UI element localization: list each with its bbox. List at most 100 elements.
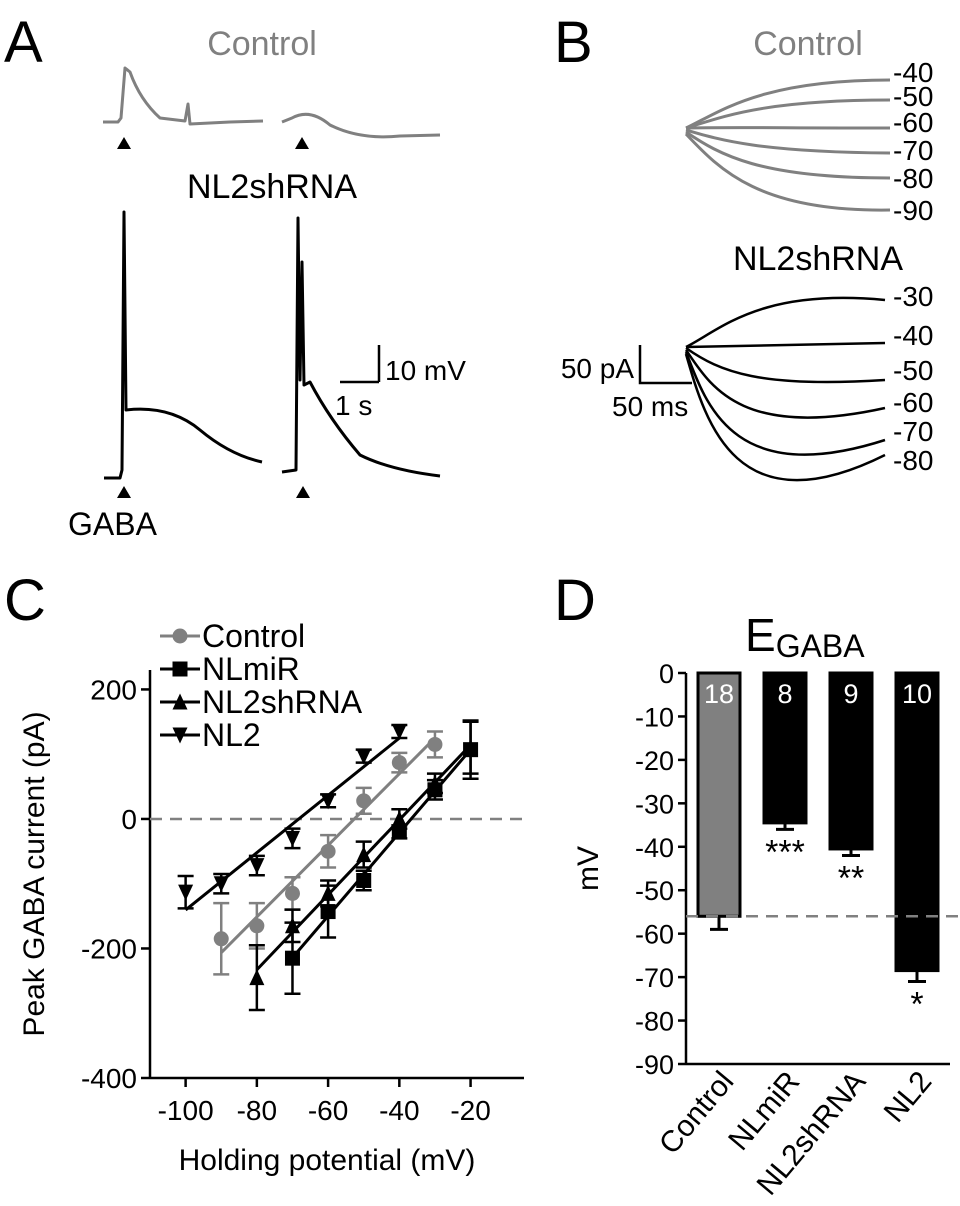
marker	[284, 950, 300, 966]
level-label: -90	[893, 195, 933, 226]
stimulus-label: GABA	[68, 506, 158, 542]
error-bar	[710, 916, 728, 931]
y-tick-label: -10	[635, 702, 674, 732]
trace	[281, 216, 441, 478]
bar	[696, 671, 742, 918]
x-tick-label: NL2	[878, 1065, 939, 1128]
marker	[213, 931, 229, 947]
y-axis-label: mV	[572, 846, 605, 891]
y-axis-label: Peak GABA current (pA)	[18, 711, 51, 1036]
level-label: -60	[893, 387, 933, 418]
n-label: 9	[843, 679, 858, 709]
trace-label: Control	[753, 25, 863, 63]
marker	[284, 917, 300, 934]
scale-bar	[638, 345, 692, 385]
level-label: -40	[893, 57, 933, 88]
trace	[684, 353, 886, 482]
marker	[249, 918, 265, 934]
legend-marker	[172, 661, 188, 677]
marker	[284, 885, 300, 901]
trace	[281, 112, 441, 139]
trace-label: Control	[207, 25, 317, 63]
scale-label: 50 ms	[612, 391, 688, 422]
marker	[284, 830, 300, 847]
y-tick-label: -80	[635, 1007, 674, 1037]
stimulus-marker	[296, 486, 310, 498]
trace	[685, 130, 891, 180]
x-tick-label: -60	[308, 1095, 348, 1126]
level-label: -30	[893, 281, 933, 312]
x-axis-label: Holding potential (mV)	[179, 1144, 476, 1177]
bar	[828, 671, 874, 851]
x-tick-label: -20	[450, 1095, 490, 1126]
trace	[685, 78, 891, 130]
marker	[320, 793, 336, 810]
legend-label: NL2	[202, 717, 261, 753]
trace-group	[684, 78, 891, 212]
legend-label: NL2shRNA	[202, 684, 363, 720]
level-label: -40	[893, 320, 933, 351]
trace	[684, 351, 886, 456]
level-label: -50	[893, 81, 933, 112]
panel-letter: A	[4, 10, 43, 75]
x-tick-label: -80	[237, 1095, 277, 1126]
marker	[427, 736, 443, 752]
x-tick-label: -40	[379, 1095, 419, 1126]
significance-label: **	[838, 859, 864, 897]
level-label: -80	[893, 445, 933, 476]
y-tick-label: -40	[635, 833, 674, 863]
title-subscript: GABA	[776, 628, 866, 664]
y-tick-label: -20	[635, 746, 674, 776]
marker	[249, 858, 265, 875]
trace	[685, 98, 891, 130]
chart-title: EGABA	[745, 609, 865, 664]
level-label: -50	[893, 355, 933, 386]
trace	[684, 349, 886, 419]
scale-bar	[340, 345, 381, 384]
panel-letter: B	[554, 10, 593, 75]
y-tick-label: 0	[121, 804, 137, 835]
trace-group	[684, 296, 886, 482]
trace-label: NL2shRNA	[733, 240, 903, 278]
marker	[391, 755, 407, 771]
trace	[685, 341, 886, 349]
stimulus-marker	[117, 486, 131, 498]
n-label: 8	[777, 679, 792, 709]
error-bar	[908, 970, 926, 983]
level-label: -70	[893, 416, 933, 447]
marker	[320, 904, 336, 920]
panel-letter: D	[554, 568, 596, 633]
marker	[320, 843, 336, 859]
y-tick-label: -200	[81, 933, 137, 964]
y-tick-label: -400	[81, 1063, 137, 1094]
scale-label: 1 s	[335, 390, 372, 421]
significance-label: ***	[765, 833, 805, 871]
scale-label: 10 mV	[385, 355, 466, 386]
n-label: 18	[704, 679, 734, 709]
legend-marker	[172, 693, 188, 710]
significance-label: *	[910, 985, 923, 1023]
legend-marker	[172, 727, 188, 744]
trace	[685, 296, 886, 349]
trace-label: NL2shRNA	[187, 168, 357, 206]
marker	[356, 872, 372, 888]
bar	[894, 671, 940, 973]
stimulus-marker	[295, 137, 309, 149]
marker	[356, 748, 372, 765]
trace	[684, 132, 891, 212]
trace	[685, 346, 886, 384]
marker	[249, 969, 265, 986]
level-label: -70	[893, 135, 933, 166]
marker	[427, 774, 443, 791]
y-tick-label: -30	[635, 789, 674, 819]
level-labels: -40-50-60-70-80-90	[893, 57, 933, 226]
stimulus-marker	[117, 137, 131, 149]
marker	[356, 846, 372, 863]
y-tick-label: -70	[635, 963, 674, 993]
marker	[391, 810, 407, 827]
y-tick-label: 200	[90, 674, 137, 705]
marker	[178, 884, 194, 901]
title-main: E	[745, 609, 776, 661]
